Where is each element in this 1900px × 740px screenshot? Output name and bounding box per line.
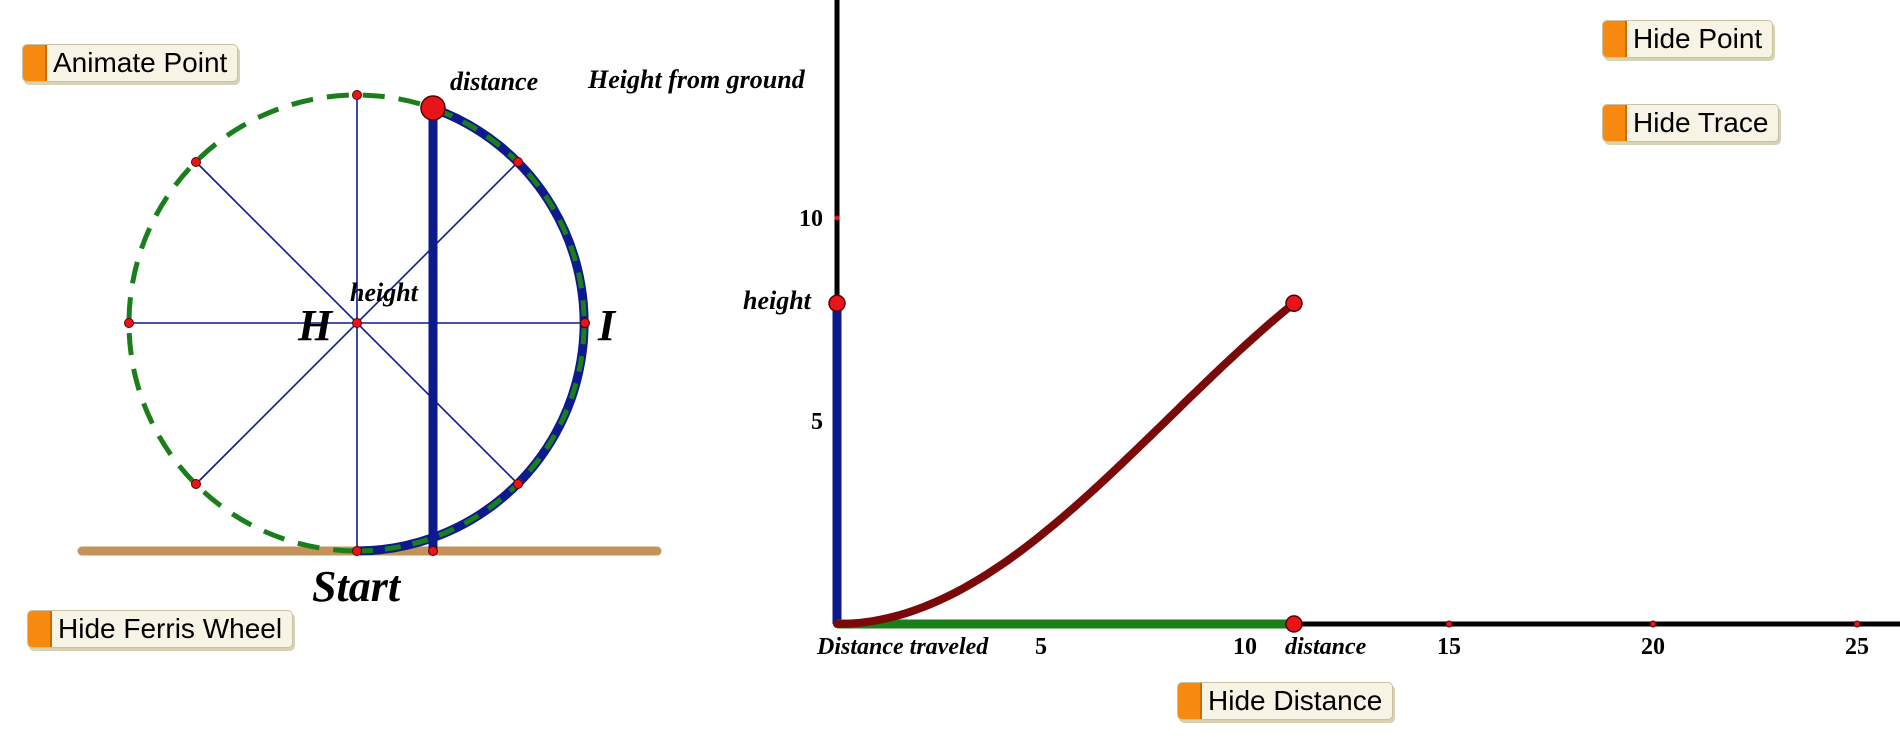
graph-height-point[interactable] xyxy=(828,294,846,313)
graph-distance-label: distance xyxy=(1285,634,1367,660)
wheel-right-label: I xyxy=(597,301,617,350)
hide-ferris-wheel-tab-icon xyxy=(28,611,52,647)
graph-height-label: height xyxy=(743,286,812,315)
wheel-height-label: height xyxy=(350,278,419,307)
y-tick-group: 5 10 xyxy=(799,206,840,435)
hide-distance-label: Hide Distance xyxy=(1208,685,1383,716)
y-tick-label: 5 xyxy=(811,409,823,435)
hide-point-button[interactable]: Hide Point xyxy=(1602,20,1774,58)
wheel-vertices xyxy=(124,90,590,556)
x-tick-label: 20 xyxy=(1641,634,1665,660)
x-axis-label: Distance traveled xyxy=(816,634,989,660)
wheel-start-label: Start xyxy=(312,562,402,611)
x-tick-label: 15 xyxy=(1437,634,1461,660)
hide-trace-label: Hide Trace xyxy=(1633,107,1769,138)
x-tick-label: 25 xyxy=(1845,634,1869,660)
wheel-center-label: H xyxy=(297,301,334,350)
hide-point-label: Hide Point xyxy=(1633,23,1763,54)
hide-distance-tab-icon xyxy=(1178,683,1202,719)
traveled-arc xyxy=(356,103,589,556)
graph-curve-point[interactable] xyxy=(1285,294,1303,313)
hide-distance-button[interactable]: Hide Distance xyxy=(1177,682,1394,720)
traveled-arc-dash xyxy=(356,105,587,554)
x-tick-mark xyxy=(1853,620,1861,628)
hide-point-tab-icon xyxy=(1603,21,1627,57)
height-vs-distance-curve xyxy=(833,299,1298,628)
hide-ferris-wheel-button[interactable]: Hide Ferris Wheel xyxy=(27,610,294,648)
hide-trace-button[interactable]: Hide Trace xyxy=(1602,104,1780,142)
x-tick-label: 10 xyxy=(1233,634,1257,660)
x-tick-mark xyxy=(1649,620,1657,628)
x-tick-mark xyxy=(1445,620,1453,628)
animate-point-label: Animate Point xyxy=(53,47,228,78)
y-tick-mark xyxy=(834,215,840,221)
x-tick-group: 5 10 15 20 25 xyxy=(1035,620,1869,660)
graph-distance-point[interactable] xyxy=(1285,615,1303,633)
hide-trace-tab-icon xyxy=(1603,105,1627,141)
y-tick-label: 10 xyxy=(799,206,823,232)
wheel-distance-label: distance xyxy=(450,67,538,96)
hide-ferris-wheel-label: Hide Ferris Wheel xyxy=(58,613,283,644)
wheel-rider-point[interactable] xyxy=(420,95,446,121)
animate-point-tab-icon xyxy=(23,45,47,81)
animate-point-button[interactable]: Animate Point xyxy=(22,44,239,82)
y-axis-label: Height from ground xyxy=(587,65,806,94)
x-tick-label: 5 xyxy=(1035,634,1047,660)
